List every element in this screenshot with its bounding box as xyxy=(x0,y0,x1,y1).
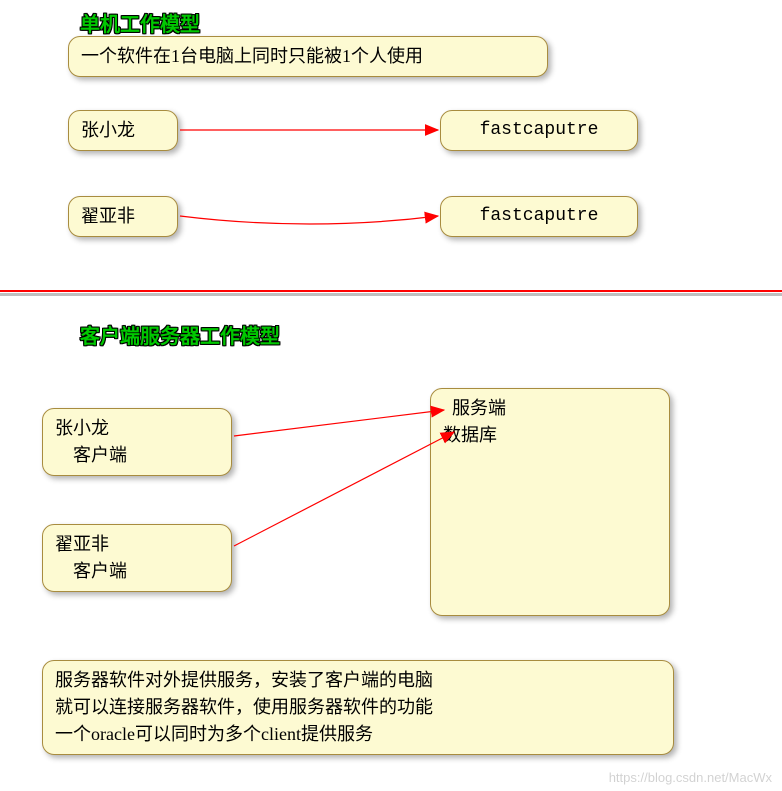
section1-title: 单机工作模型 xyxy=(80,8,200,37)
user1-label: 张小龙 xyxy=(81,120,135,140)
server-box: 服务端 数据库 xyxy=(430,388,670,616)
divider-shadow xyxy=(0,293,782,296)
user2-box: 翟亚非 xyxy=(68,196,178,237)
section1-desc-box: 一个软件在1台电脑上同时只能被1个人使用 xyxy=(68,36,548,77)
client2-box: 翟亚非 客户端 xyxy=(42,524,232,592)
client2-role: 客户端 xyxy=(55,558,219,585)
app1-box: fastcaputre xyxy=(440,110,638,151)
watermark: https://blog.csdn.net/MacWx xyxy=(609,770,772,785)
diagram-canvas: 单机工作模型 一个软件在1台电脑上同时只能被1个人使用 张小龙 fastcapu… xyxy=(0,0,782,791)
app1-label: fastcaputre xyxy=(480,120,599,140)
section-divider xyxy=(0,290,782,292)
client1-name: 张小龙 xyxy=(55,415,219,442)
arrow-client2-server xyxy=(234,432,454,546)
client1-role: 客户端 xyxy=(55,442,219,469)
user2-label: 翟亚非 xyxy=(81,206,135,226)
app2-box: fastcaputre xyxy=(440,196,638,237)
app2-label: fastcaputre xyxy=(480,206,599,226)
section1-desc-text: 一个软件在1台电脑上同时只能被1个人使用 xyxy=(81,46,423,66)
section2-desc-text: 服务器软件对外提供服务，安装了客户端的电脑 就可以连接服务器软件，使用服务器软件… xyxy=(55,670,433,744)
user1-box: 张小龙 xyxy=(68,110,178,151)
server-line1: 服务端 xyxy=(443,395,657,422)
section2-title: 客户端服务器工作模型 xyxy=(80,320,280,349)
arrow-user2-app2 xyxy=(180,216,438,224)
section2-desc-box: 服务器软件对外提供服务，安装了客户端的电脑 就可以连接服务器软件，使用服务器软件… xyxy=(42,660,674,755)
client2-name: 翟亚非 xyxy=(55,531,219,558)
client1-box: 张小龙 客户端 xyxy=(42,408,232,476)
arrow-client1-server xyxy=(234,410,444,436)
server-line2: 数据库 xyxy=(443,422,657,449)
